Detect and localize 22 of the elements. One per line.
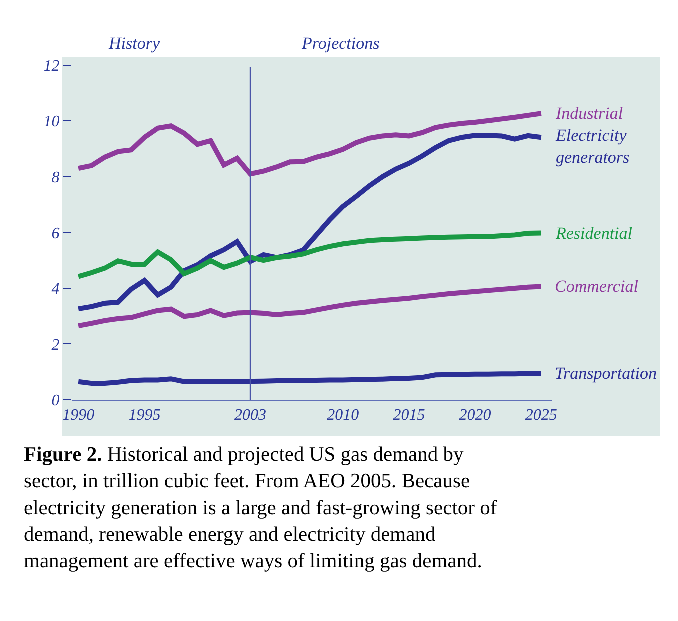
text: Projections [301, 34, 380, 53]
series-label: Transportation [555, 364, 658, 383]
x-tick-label: 1995 [128, 407, 161, 424]
text: History [108, 34, 160, 53]
y-tick-label: 4 [52, 281, 60, 298]
series-label: Industrial [555, 104, 624, 123]
x-tick-label: 2010 [327, 407, 360, 424]
caption: Figure 2. Historical and projected US gas demand by sector, in trillion cubic feet. From AEO 2005. Because electricity generation is a large and fast-growing sector of demand, renewable energy and electricity demand management are effective ways of limiting gas demand. [24, 444, 498, 573]
y-tick-label: 6 [52, 225, 60, 242]
x-tick-label: 2020 [459, 407, 492, 424]
x-tick-label: 2015 [393, 407, 426, 424]
y-tick-label: 8 [52, 170, 60, 187]
y-tick-label: 10 [44, 114, 60, 131]
y-tick-label: 0 [52, 392, 60, 410]
series-label: Commercial [555, 277, 639, 296]
y-tick-label: 12 [44, 58, 60, 75]
x-tick-label: 2025 [525, 407, 558, 424]
series-label: Residential [555, 224, 633, 243]
series-label: Electricity generators [555, 126, 630, 168]
y-tick-label: 2 [52, 336, 60, 354]
x-tick-label: 1990 [62, 407, 95, 424]
x-tick-label: 2003 [234, 407, 267, 424]
